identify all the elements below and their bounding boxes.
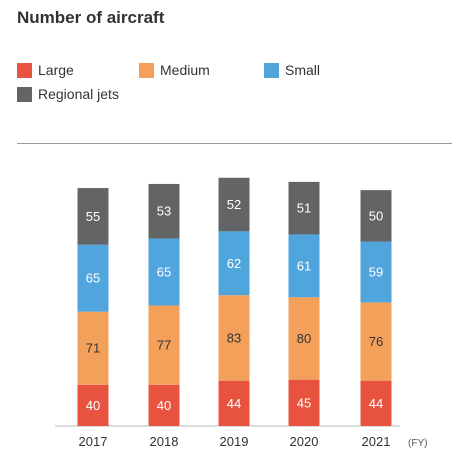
bar-medium-2017 (77, 311, 109, 385)
bar-regional-jets-2021 (360, 190, 392, 242)
value-label-small-2020: 61 (297, 258, 311, 273)
bar-medium-2020 (288, 297, 320, 380)
legend-label-medium: Medium (160, 62, 210, 78)
legend-label-regional-jets: Regional jets (38, 86, 119, 102)
bar-medium-2019 (218, 295, 250, 381)
bar-large-2019 (218, 380, 250, 426)
value-label-regional-jets-2019: 52 (227, 197, 241, 212)
value-label-large-2017: 40 (86, 398, 100, 413)
x-axis-unit: (FY) (408, 438, 427, 449)
value-label-regional-jets-2017: 55 (86, 209, 100, 224)
value-label-small-2018: 65 (157, 265, 171, 280)
value-label-medium-2018: 77 (157, 338, 171, 353)
value-label-small-2019: 62 (227, 256, 241, 271)
bar-small-2020 (288, 234, 320, 298)
value-label-large-2020: 45 (297, 395, 311, 410)
legend-swatch-regional-jets (17, 86, 32, 102)
value-label-large-2019: 44 (227, 396, 241, 411)
value-label-medium-2021: 76 (369, 334, 383, 349)
legend-item-regional-jets: Regional jets (17, 86, 119, 102)
x-tick-label-2019: 2019 (220, 434, 249, 449)
value-label-regional-jets-2018: 53 (157, 204, 171, 219)
value-label-regional-jets-2021: 50 (369, 208, 383, 223)
divider-line (17, 143, 452, 144)
bar-large-2018 (148, 384, 180, 426)
value-label-regional-jets-2020: 51 (297, 201, 311, 216)
legend-label-large: Large (38, 62, 74, 78)
legend-label-small: Small (285, 62, 321, 78)
x-tick-label-2018: 2018 (150, 434, 179, 449)
bar-regional-jets-2017 (77, 188, 109, 245)
bar-small-2021 (360, 241, 392, 303)
bar-large-2020 (288, 379, 320, 426)
value-label-medium-2020: 80 (297, 331, 311, 346)
legend-item-medium: Medium (139, 62, 210, 78)
bar-large-2021 (360, 380, 392, 426)
legend-swatch-small (264, 62, 279, 78)
bar-regional-jets-2018 (148, 183, 180, 239)
value-label-large-2018: 40 (157, 398, 171, 413)
x-tick-label-2017: 2017 (79, 434, 108, 449)
value-label-large-2021: 44 (369, 396, 383, 411)
value-label-medium-2019: 83 (227, 330, 241, 345)
bar-small-2018 (148, 238, 180, 306)
bar-large-2017 (77, 384, 109, 426)
value-label-small-2021: 59 (369, 265, 383, 280)
legend-swatch-medium (139, 62, 154, 78)
legend-item-large: Large (17, 62, 74, 78)
value-label-medium-2017: 71 (86, 341, 100, 356)
bar-regional-jets-2020 (288, 181, 320, 235)
bar-small-2019 (218, 231, 250, 296)
bar-medium-2021 (360, 302, 392, 381)
value-label-small-2017: 65 (86, 271, 100, 286)
bar-medium-2018 (148, 305, 180, 385)
legend-swatch-large (17, 62, 32, 78)
legend-item-small: Small (264, 62, 320, 78)
x-tick-label-2020: 2020 (290, 434, 319, 449)
x-tick-label-2021: 2021 (362, 434, 391, 449)
bar-small-2017 (77, 244, 109, 312)
chart-title: Number of aircraft (17, 8, 165, 27)
bar-regional-jets-2019 (218, 177, 250, 232)
